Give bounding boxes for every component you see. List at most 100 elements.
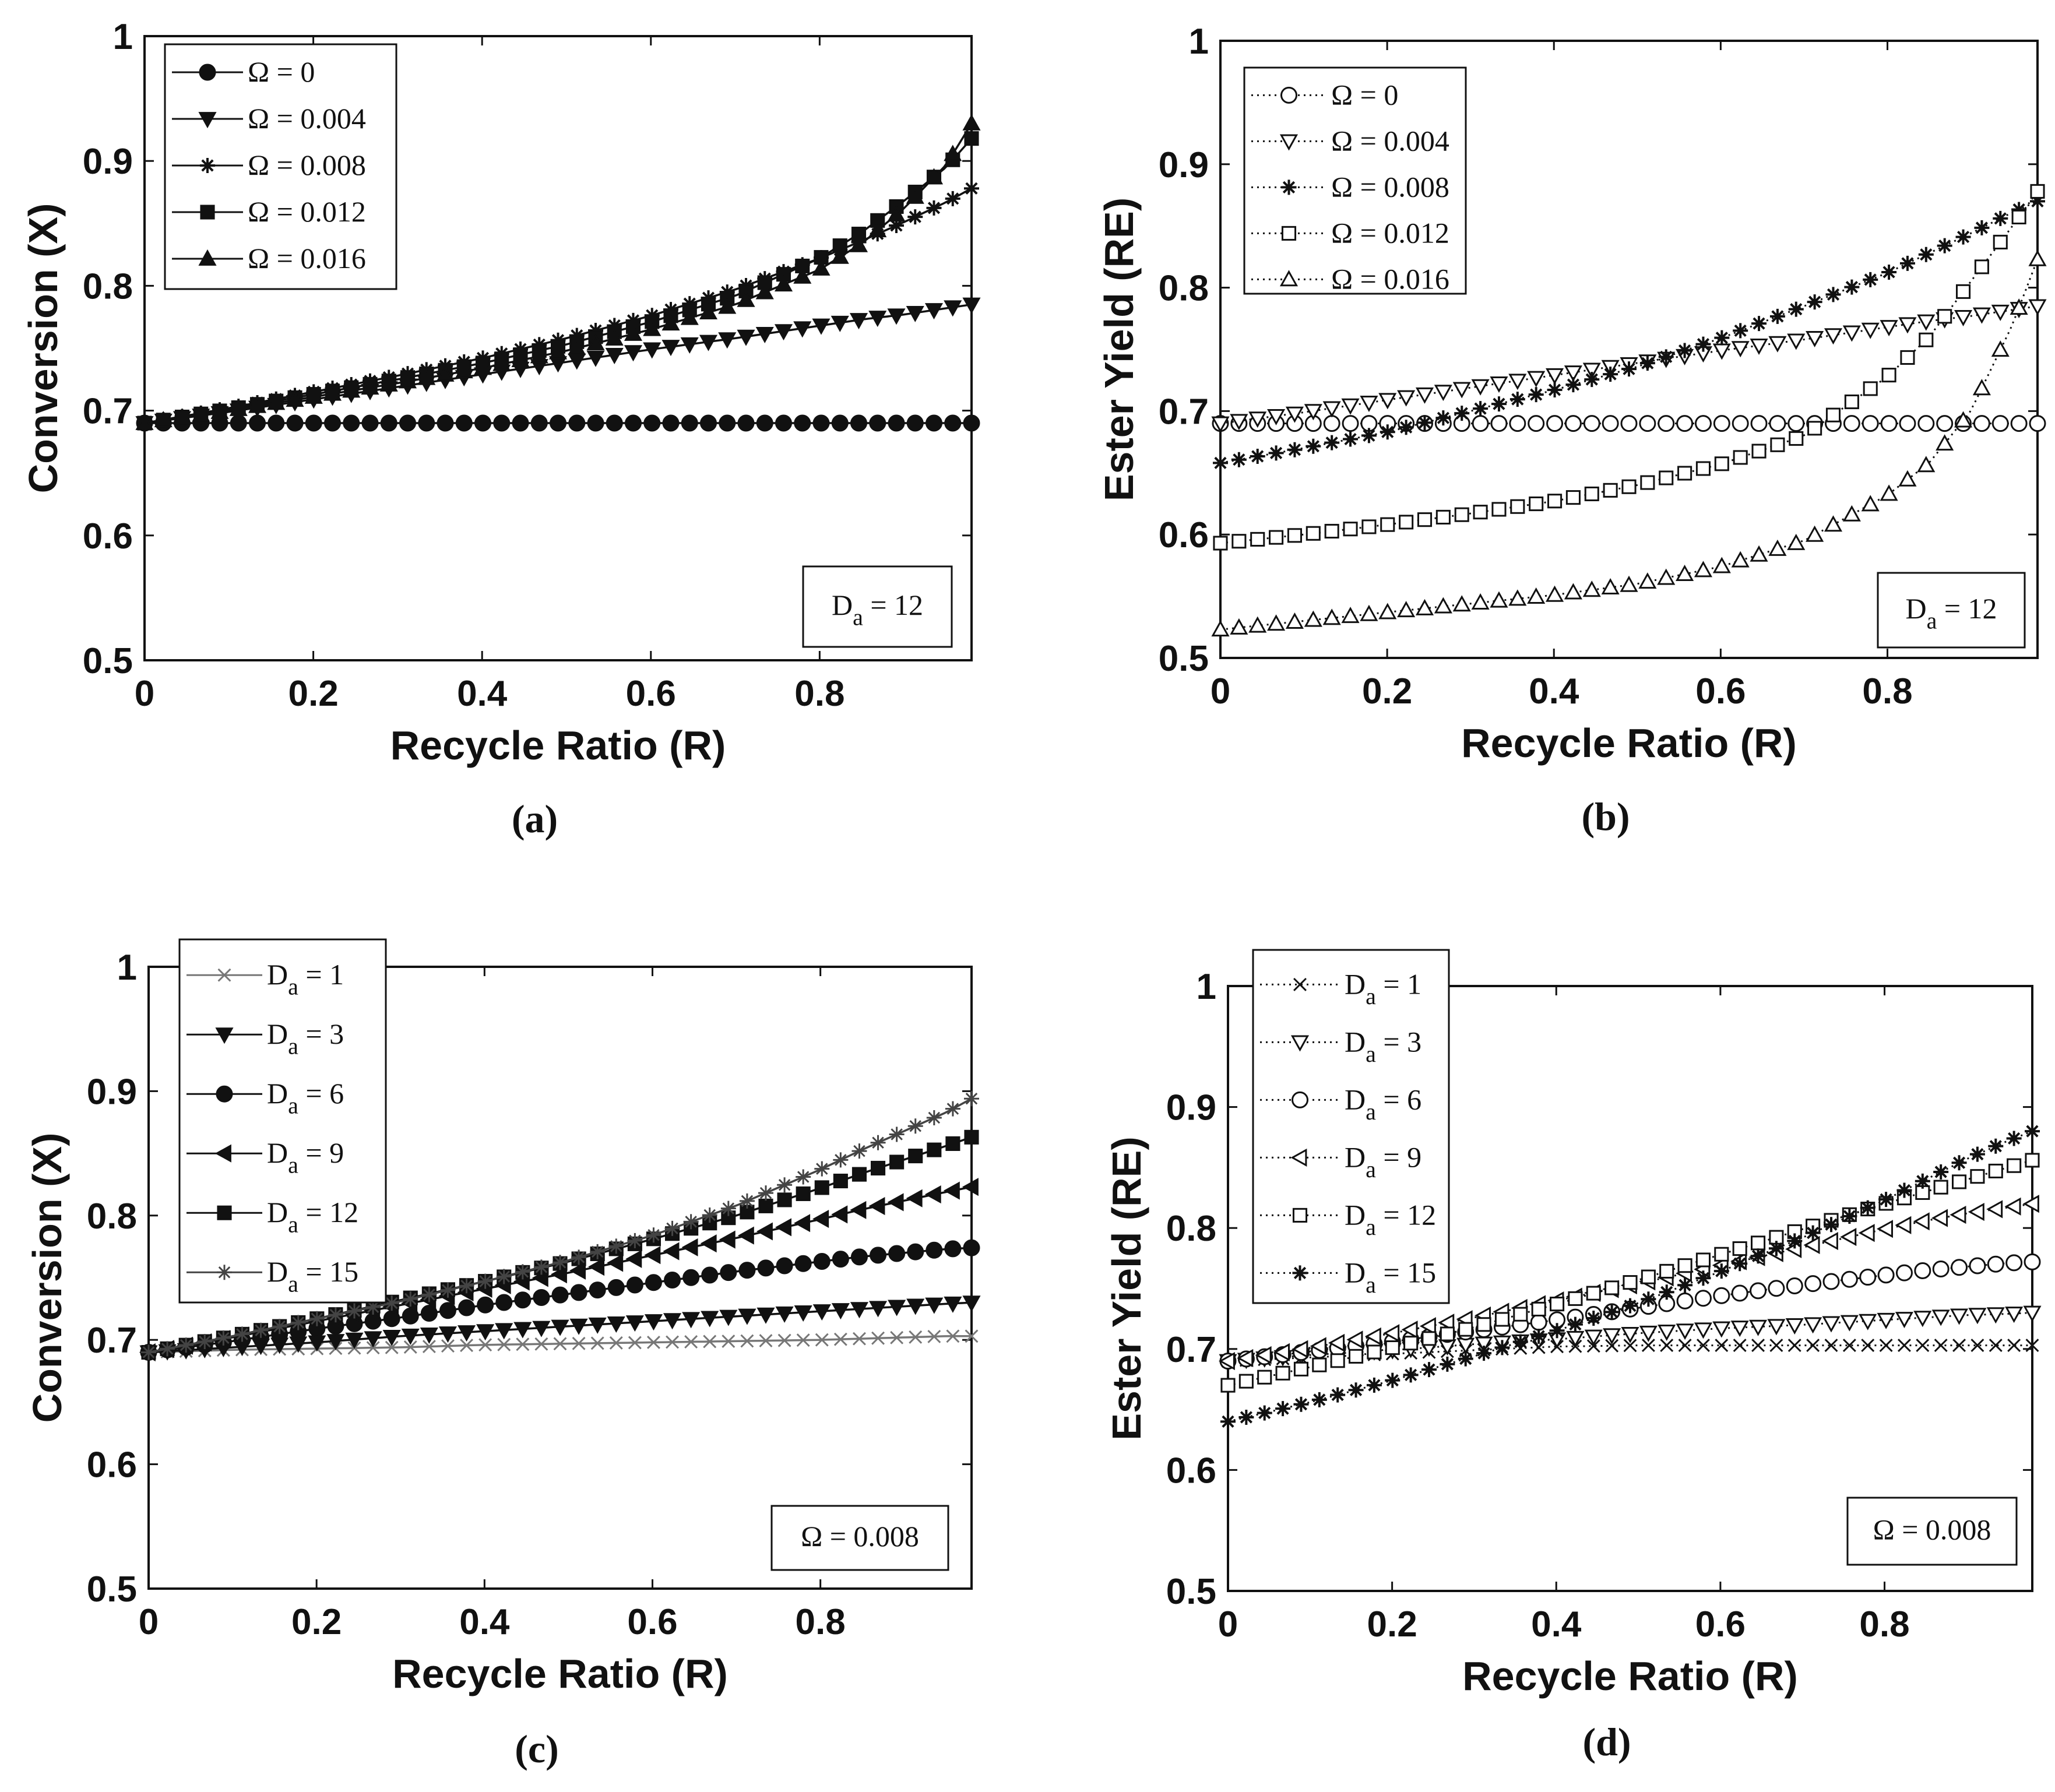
data-point bbox=[1220, 1414, 1236, 1430]
data-point bbox=[1659, 470, 1674, 485]
data-point bbox=[1822, 1273, 1840, 1290]
data-point bbox=[1476, 1317, 1491, 1332]
data-point bbox=[2025, 1124, 2040, 1139]
data-point bbox=[326, 1334, 345, 1351]
data-point bbox=[1713, 1287, 1730, 1304]
data-point bbox=[267, 393, 286, 410]
data-point bbox=[1898, 317, 1917, 334]
data-point bbox=[888, 1300, 906, 1316]
data-point bbox=[796, 1186, 811, 1202]
data-point bbox=[476, 1324, 495, 1341]
data-point bbox=[534, 1337, 548, 1351]
data-point bbox=[459, 1278, 474, 1294]
data-point bbox=[1293, 1396, 1309, 1412]
data-point bbox=[1348, 1382, 1364, 1398]
legend-marker bbox=[1292, 1207, 1308, 1223]
data-point bbox=[701, 1266, 719, 1284]
data-point bbox=[1565, 490, 1581, 505]
data-point bbox=[324, 414, 341, 432]
data-point bbox=[738, 1308, 756, 1325]
data-point bbox=[926, 414, 942, 432]
data-point bbox=[1621, 1326, 1639, 1343]
data-point bbox=[1565, 377, 1581, 393]
data-point bbox=[586, 334, 605, 351]
data-point bbox=[1694, 1290, 1712, 1307]
data-point bbox=[849, 235, 868, 252]
data-point bbox=[1434, 385, 1452, 402]
series-6 bbox=[141, 1091, 979, 1360]
data-point bbox=[495, 1323, 513, 1340]
data-point bbox=[663, 1242, 680, 1261]
data-point bbox=[927, 1329, 941, 1343]
data-point bbox=[719, 414, 736, 432]
data-point bbox=[364, 1331, 382, 1348]
x-tick-label: 0.6 bbox=[626, 674, 676, 714]
data-point bbox=[907, 209, 923, 225]
legend-marker bbox=[1280, 86, 1297, 104]
data-point bbox=[1586, 1286, 1601, 1301]
data-point bbox=[1714, 1247, 1729, 1262]
data-point bbox=[831, 1205, 848, 1224]
data-point bbox=[683, 1214, 699, 1230]
data-point bbox=[1806, 1339, 1820, 1353]
data-point bbox=[1494, 1340, 1510, 1356]
data-point bbox=[178, 1337, 194, 1353]
data-point bbox=[1529, 496, 1544, 512]
data-point bbox=[1858, 1224, 1875, 1242]
data-point bbox=[1531, 1301, 1546, 1316]
series-5 bbox=[1211, 249, 2047, 637]
data-point bbox=[1951, 1174, 1967, 1189]
data-point bbox=[776, 1257, 793, 1275]
data-point bbox=[1951, 1259, 1968, 1276]
data-point bbox=[812, 1304, 831, 1321]
data-point bbox=[643, 342, 661, 359]
data-point bbox=[1676, 1323, 1694, 1340]
data-point bbox=[1974, 259, 1989, 274]
data-point bbox=[1440, 1356, 1455, 1372]
data-point bbox=[473, 358, 492, 375]
data-point bbox=[1768, 539, 1787, 556]
data-point bbox=[1435, 410, 1451, 426]
data-point bbox=[1659, 1263, 1674, 1279]
data-point bbox=[1897, 1339, 1911, 1353]
data-point bbox=[160, 1341, 175, 1357]
data-point bbox=[1603, 483, 1618, 498]
data-point bbox=[305, 414, 322, 432]
data-point bbox=[1640, 475, 1655, 490]
data-point bbox=[1287, 528, 1303, 543]
data-point bbox=[1822, 1316, 1841, 1333]
legend: Da = 1 Da = 3 Da = 6 Da = 9 Da = 12 Da = 15 bbox=[1252, 949, 1450, 1304]
x-tick-label: 0.4 bbox=[457, 674, 508, 714]
legend-entry: Ω = 0.008 bbox=[1331, 170, 1449, 203]
data-point bbox=[1322, 608, 1341, 625]
data-point bbox=[1378, 393, 1397, 410]
data-point bbox=[478, 1338, 492, 1352]
data-point bbox=[436, 365, 455, 382]
y-tick-label: 0.5 bbox=[87, 1569, 137, 1610]
data-point bbox=[718, 332, 737, 349]
data-point bbox=[1750, 338, 1768, 355]
legend-marker bbox=[217, 1265, 232, 1280]
data-point bbox=[572, 1336, 586, 1350]
data-point bbox=[964, 1091, 979, 1107]
data-point bbox=[944, 300, 962, 317]
data-point bbox=[1473, 401, 1489, 417]
data-point bbox=[1900, 350, 1915, 365]
data-point bbox=[625, 1249, 642, 1268]
data-point bbox=[1715, 1339, 1729, 1353]
data-point bbox=[1803, 1235, 1820, 1255]
data-point bbox=[1880, 415, 1898, 432]
data-point bbox=[1639, 355, 1655, 371]
data-point bbox=[646, 1227, 661, 1243]
data-point bbox=[1287, 442, 1303, 457]
data-point bbox=[662, 414, 680, 432]
data-point bbox=[625, 1315, 644, 1332]
data-point bbox=[514, 1291, 532, 1309]
legend-marker bbox=[1292, 1091, 1308, 1108]
data-point bbox=[1621, 361, 1637, 377]
data-point bbox=[1821, 1231, 1838, 1251]
data-point bbox=[813, 1252, 831, 1270]
y-tick-label: 0.7 bbox=[1159, 392, 1209, 432]
data-point bbox=[1952, 1339, 1966, 1353]
data-point bbox=[1248, 616, 1267, 633]
